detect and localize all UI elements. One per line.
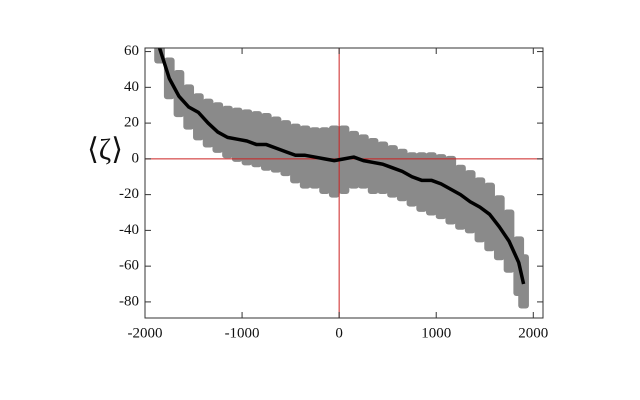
scatter-band xyxy=(280,120,292,177)
scatter-band xyxy=(474,177,486,243)
y-tick-label: -40 xyxy=(119,222,139,238)
scatter-band xyxy=(377,141,389,195)
x-tick-label: 1000 xyxy=(421,325,451,341)
plot-frame xyxy=(144,47,544,319)
y-tick-label: 60 xyxy=(124,43,139,59)
scatter-band xyxy=(367,137,379,195)
mean-line xyxy=(157,48,526,285)
y-tick-label: -60 xyxy=(119,258,139,274)
scatter-band xyxy=(348,130,360,189)
scatter-band xyxy=(231,107,243,162)
y-tick-label: -80 xyxy=(119,293,139,309)
scatter-band xyxy=(319,127,330,195)
x-tick-label: -1000 xyxy=(225,325,260,341)
y-tick-label: 40 xyxy=(124,79,139,95)
x-tick-label: -2000 xyxy=(128,325,163,341)
x-tick-label: 2000 xyxy=(518,325,548,341)
scatter-band xyxy=(426,152,437,216)
scatter-band xyxy=(396,148,408,202)
y-tick-label: 20 xyxy=(124,115,139,131)
plot-layer xyxy=(145,48,543,318)
y-axis-label: ⟨ζ⟩ xyxy=(87,133,123,166)
scatter-band xyxy=(222,105,233,159)
scatter-band xyxy=(251,111,262,168)
scatter-band xyxy=(406,152,418,207)
scatter-band xyxy=(270,116,282,173)
scatter-band xyxy=(260,112,272,171)
scatter-band xyxy=(212,102,224,153)
scatter-band xyxy=(387,145,398,198)
scatter-band xyxy=(299,125,311,189)
scatter-band xyxy=(416,152,428,212)
scatter-band xyxy=(455,164,466,230)
scatter-band xyxy=(193,93,204,141)
y-tick-label: 0 xyxy=(132,150,140,166)
scatter-band xyxy=(241,109,253,166)
x-tick-label: 0 xyxy=(335,325,343,341)
y-tick-label: -20 xyxy=(119,186,139,202)
scatter-band xyxy=(435,154,447,220)
